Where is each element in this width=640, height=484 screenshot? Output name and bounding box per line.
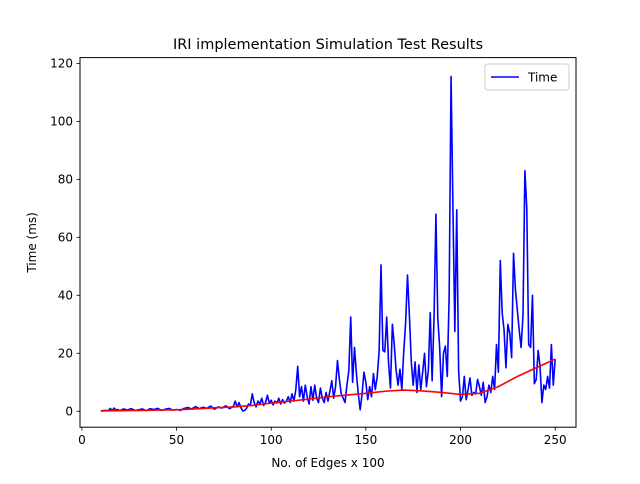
y-tick-label: 120 xyxy=(50,57,73,71)
y-tick-label: 40 xyxy=(58,289,73,303)
y-tick-label: 20 xyxy=(58,346,73,360)
y-tick-label: 80 xyxy=(58,173,73,187)
y-tick-label: 0 xyxy=(65,404,73,418)
y-tick-label: 100 xyxy=(50,115,73,129)
x-axis-label: No. of Edges x 100 xyxy=(271,456,384,470)
x-tick-label: 100 xyxy=(260,433,283,447)
chart-title: IRI implementation Simulation Test Resul… xyxy=(173,37,483,53)
x-tick-label: 250 xyxy=(544,433,567,447)
legend: Time xyxy=(485,64,569,90)
x-tick-label: 150 xyxy=(354,433,377,447)
y-axis-label: Time (ms) xyxy=(25,212,39,274)
legend-label-time: Time xyxy=(527,71,557,85)
x-tick-label: 50 xyxy=(169,433,184,447)
x-tick-label: 0 xyxy=(78,433,86,447)
y-tick-label: 60 xyxy=(58,231,73,245)
x-tick-label: 200 xyxy=(449,433,472,447)
